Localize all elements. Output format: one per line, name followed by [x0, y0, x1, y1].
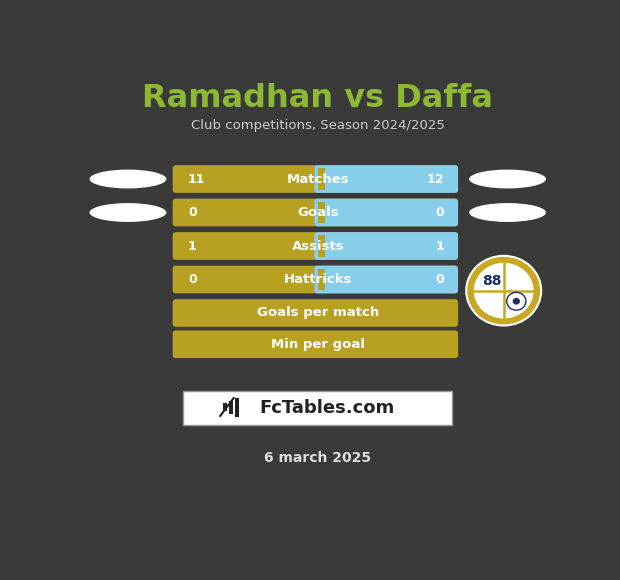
Ellipse shape — [89, 203, 166, 222]
Bar — [234, 398, 239, 417]
Text: Goals: Goals — [297, 206, 339, 219]
Circle shape — [507, 292, 526, 310]
Bar — [229, 401, 233, 414]
Text: Hattricks: Hattricks — [283, 273, 352, 286]
Text: 1: 1 — [435, 240, 444, 252]
Circle shape — [466, 256, 541, 325]
Text: 0: 0 — [188, 273, 197, 286]
Bar — [317, 269, 325, 290]
Ellipse shape — [89, 169, 166, 188]
Bar — [223, 404, 228, 411]
Text: 1: 1 — [188, 240, 197, 252]
FancyBboxPatch shape — [314, 266, 458, 293]
FancyBboxPatch shape — [172, 165, 458, 193]
Text: Matches: Matches — [286, 172, 349, 186]
Text: 0: 0 — [188, 206, 197, 219]
Text: Assists: Assists — [291, 240, 344, 252]
FancyBboxPatch shape — [184, 391, 453, 425]
Text: 0: 0 — [435, 206, 444, 219]
Bar — [317, 202, 325, 223]
Bar — [317, 235, 325, 257]
Text: FcTables.com: FcTables.com — [260, 399, 395, 417]
Text: Min per goal: Min per goal — [271, 338, 365, 351]
Ellipse shape — [469, 203, 546, 222]
Text: 88: 88 — [482, 274, 502, 288]
Text: Goals per match: Goals per match — [257, 306, 379, 320]
Text: 0: 0 — [435, 273, 444, 286]
Bar — [317, 168, 325, 190]
Text: Club competitions, Season 2024/2025: Club competitions, Season 2024/2025 — [191, 119, 445, 132]
FancyBboxPatch shape — [172, 199, 458, 226]
FancyBboxPatch shape — [172, 299, 458, 327]
FancyBboxPatch shape — [314, 199, 458, 226]
Text: 11: 11 — [188, 172, 205, 186]
Circle shape — [474, 263, 534, 318]
FancyBboxPatch shape — [314, 165, 458, 193]
Circle shape — [513, 298, 520, 304]
FancyBboxPatch shape — [172, 331, 458, 358]
FancyBboxPatch shape — [172, 232, 458, 260]
Text: Ramadhan vs Daffa: Ramadhan vs Daffa — [142, 83, 494, 114]
Ellipse shape — [469, 169, 546, 188]
Text: 6 march 2025: 6 march 2025 — [264, 451, 371, 465]
FancyBboxPatch shape — [314, 232, 458, 260]
FancyBboxPatch shape — [172, 266, 458, 293]
Text: 12: 12 — [427, 172, 444, 186]
